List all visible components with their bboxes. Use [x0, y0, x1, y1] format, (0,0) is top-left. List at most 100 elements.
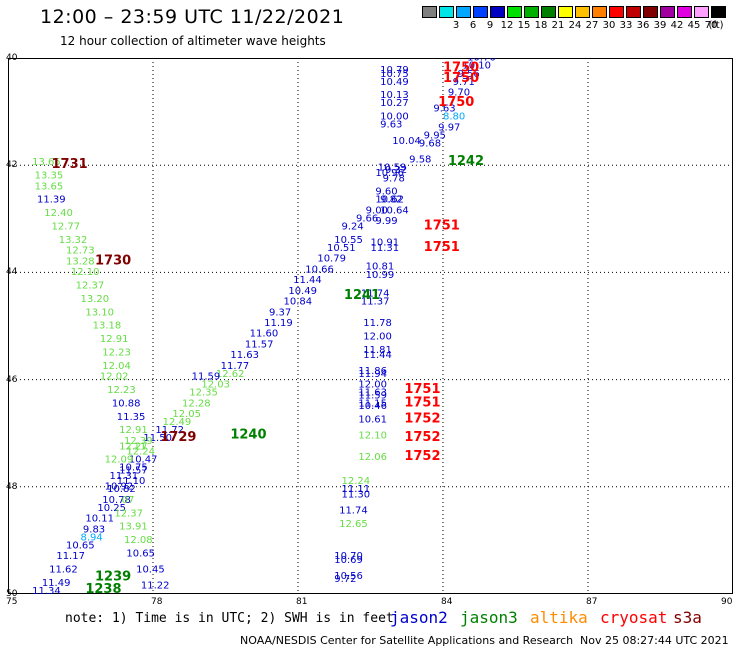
wave-height-value: 11.35 — [117, 412, 146, 423]
wave-height-value: 9.71 — [453, 77, 475, 88]
wave-height-value: 13.32 — [59, 235, 88, 246]
wave-height-value: 12.06 — [358, 452, 387, 463]
wave-height-value: 10.70 — [334, 551, 363, 562]
wave-height-value: 10.66 — [305, 264, 334, 275]
color-scale-label: 3 — [452, 20, 460, 31]
generation-timestamp: Nov 25 08:27:44 UTC 2021 — [580, 634, 729, 647]
color-swatch — [507, 6, 522, 18]
color-swatch — [439, 6, 454, 18]
color-scale-label: 33 — [619, 20, 633, 31]
wave-height-value: 12.00 — [358, 380, 387, 391]
wave-height-value: 9.83 — [83, 524, 105, 535]
wave-height-value: 11.57 — [245, 339, 274, 350]
color-swatch — [660, 6, 675, 18]
pass-time-label: 1241 — [344, 288, 380, 303]
wave-height-value: 11.34 — [32, 586, 61, 594]
wave-height-value: 12.37 — [114, 508, 143, 519]
wave-height-value: 13.65 — [32, 157, 61, 168]
wave-height-value: 8.94 — [81, 532, 103, 543]
wave-height-value: 10.75 — [380, 69, 409, 80]
wave-height-value: 8.80 — [443, 112, 465, 123]
wave-height-value: 10.78 — [102, 495, 131, 506]
wave-height-value: 11.77 — [221, 361, 250, 372]
wave-height-value: 11.11 — [342, 484, 371, 495]
wave-height-value: 9.32 — [385, 165, 407, 176]
wave-height-value: 11.37 — [361, 297, 390, 308]
pass-time-label: 1730 — [95, 253, 131, 268]
color-scale-label: 9 — [486, 20, 494, 31]
wave-height-value: 10.75 — [119, 463, 148, 474]
wave-height-value: 10.45 — [136, 565, 165, 576]
wave-height-value: 12.37 — [76, 280, 105, 291]
wave-height-value: 10.65 — [126, 548, 155, 559]
wave-height-value: 12.91 — [100, 334, 129, 345]
color-swatch — [490, 6, 505, 18]
longitude-tick-label: 81 — [296, 597, 308, 607]
wave-height-value: 12.04 — [102, 361, 131, 372]
wave-height-value: 9.24 — [342, 222, 364, 233]
color-scale-label: 39 — [653, 20, 667, 31]
wave-height-value: 11.22 — [141, 581, 170, 592]
color-swatch — [626, 6, 641, 18]
wave-height-value: 11.15 — [358, 398, 387, 409]
wave-height-value: 12.09 — [105, 455, 134, 466]
wave-height-value: 11.94 — [358, 369, 387, 380]
map-frame — [8, 58, 733, 594]
wave-height-value: 10.79 — [317, 254, 346, 265]
color-scale-label: 21 — [551, 20, 565, 31]
wave-height-value: 12.23 — [102, 347, 131, 358]
latitude-tick-label: 40 — [6, 53, 18, 63]
wave-height-value: 12.10 — [71, 267, 100, 278]
wave-height-value: 13.10 — [85, 307, 114, 318]
wave-height-value: 13.18 — [93, 321, 122, 332]
wave-height-value: 12.35 — [189, 388, 218, 399]
wave-height-value: 11.62 — [49, 565, 78, 576]
longitude-tick-label: 84 — [441, 597, 453, 607]
wave-height-value: 12.23 — [107, 385, 136, 396]
wave-height-value: 11.59 — [192, 372, 221, 383]
wave-height-value: 10.27 — [380, 98, 409, 109]
wave-height-value: 13.65 — [35, 181, 64, 192]
color-scale-label: 15 — [517, 20, 531, 31]
color-scale-label: 70 — [704, 20, 718, 31]
latitude-tick-label: 46 — [6, 374, 18, 385]
wave-height-value: 10.64 — [380, 205, 409, 216]
wave-height-value: 10.55 — [334, 235, 363, 246]
wave-height-value: 12.24 — [342, 476, 371, 487]
satellite-legend-jason2: jason2 — [390, 608, 448, 627]
pass-time-label: 1240 — [230, 428, 266, 443]
color-swatch — [422, 6, 437, 18]
color-swatch — [643, 6, 658, 18]
wave-height-value: 11.60 — [250, 329, 279, 340]
color-swatch — [541, 6, 556, 18]
pass-time-label: 1750 — [443, 60, 479, 75]
wave-height-value: 10.62 — [375, 195, 404, 206]
wave-height-value: 12.62 — [216, 369, 245, 380]
pass-time-label: 1238 — [85, 582, 121, 594]
wave-height-value: 12.03 — [201, 380, 230, 391]
color-scale-label: 42 — [670, 20, 684, 31]
longitude-tick-label: 78 — [151, 597, 163, 607]
map-subtitle: 12 hour collection of altimeter wave hei… — [60, 34, 326, 48]
wave-height-value: 12.24 — [126, 447, 155, 458]
color-swatch — [677, 6, 692, 18]
pass-time-label: 1751 — [424, 219, 460, 234]
wave-height-value: 10.10 — [462, 61, 491, 72]
pass-time-label: 1752 — [404, 430, 440, 445]
wave-height-value: 11.74 — [361, 289, 390, 300]
color-swatch — [558, 6, 573, 18]
wave-height-value: 12.65 — [339, 519, 368, 530]
wave-height-value: 9.63 — [380, 120, 402, 131]
footnote: note: 1) Time is in UTC; 2) SWH is in fe… — [65, 611, 394, 626]
wave-height-value: 9.78 — [383, 173, 405, 184]
wave-height-value: 12.39 — [124, 436, 153, 447]
color-scale-label: 12 — [500, 20, 514, 31]
wave-height-value: 10.99 — [366, 270, 395, 281]
wave-height-value: 11.72 — [155, 425, 184, 436]
latitude-tick-label: 50 — [6, 589, 18, 599]
latitude-tick-label: 48 — [6, 481, 18, 492]
satellite-legend-s3a: s3a — [673, 608, 702, 627]
pass-time-label: 1239 — [95, 570, 131, 585]
wave-height-value: 9.72 — [334, 574, 356, 585]
